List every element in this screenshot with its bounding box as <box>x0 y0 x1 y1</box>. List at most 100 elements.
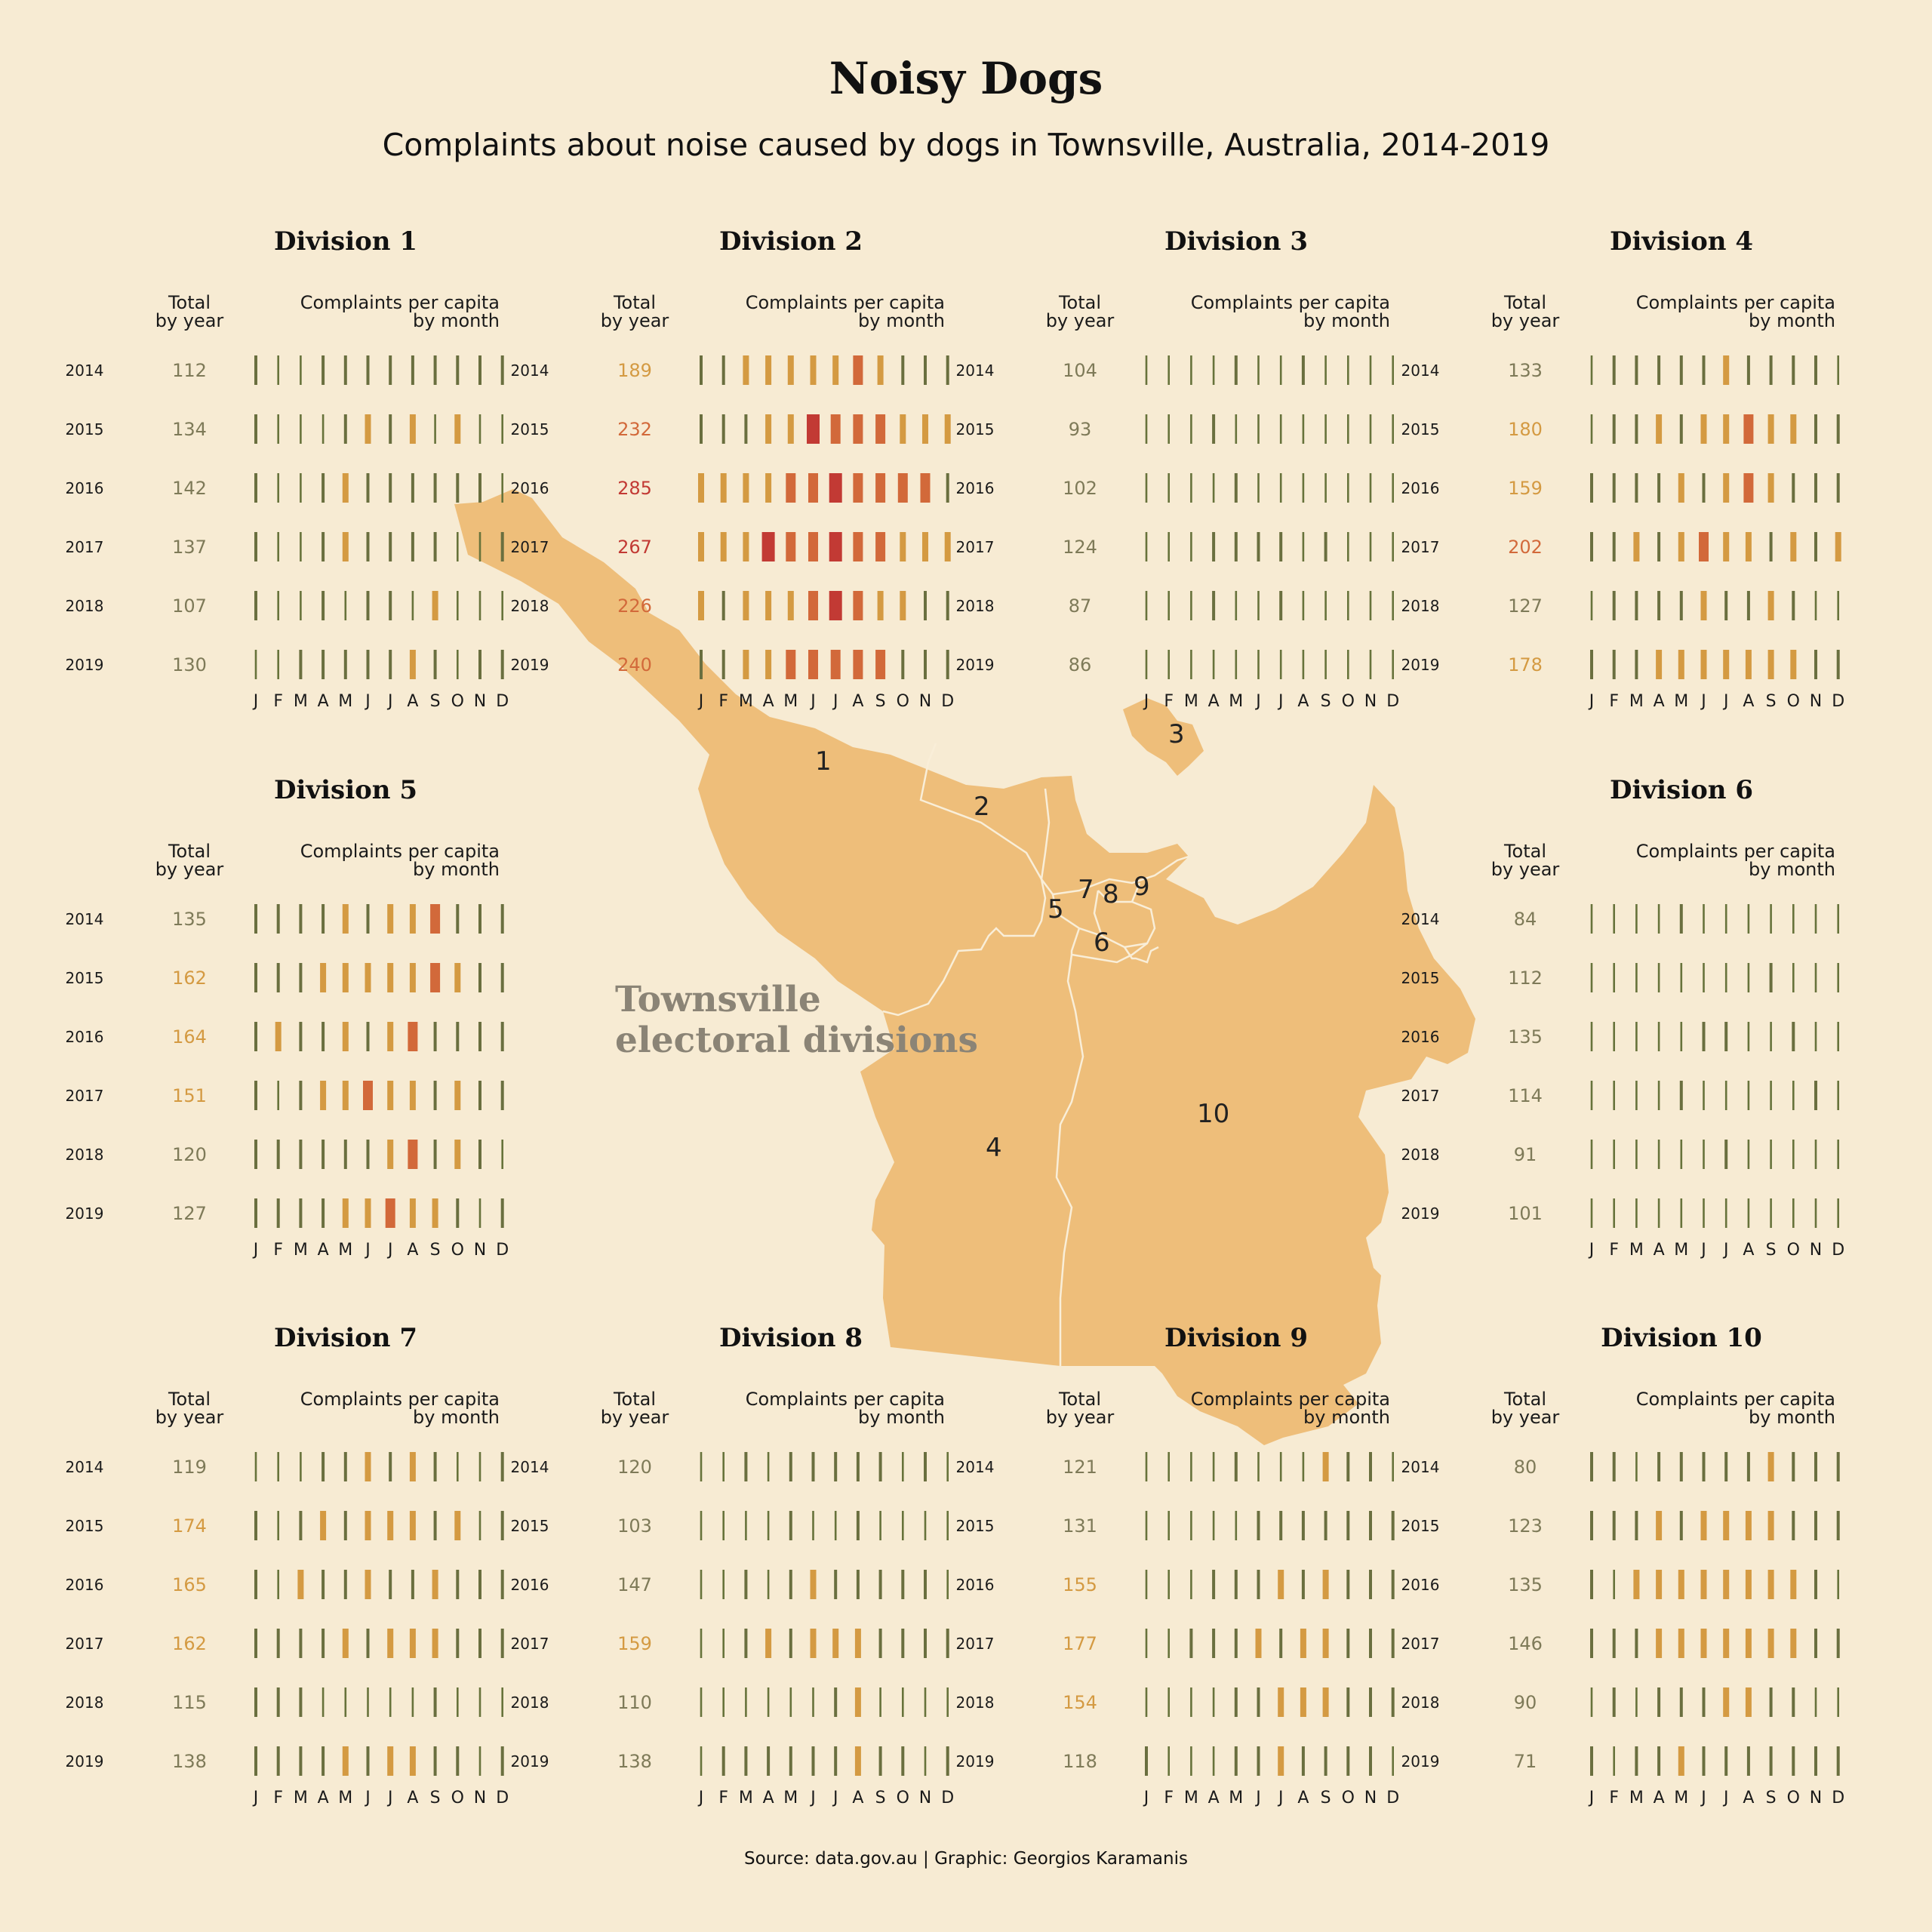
division-5-bar <box>432 1198 438 1228</box>
division-1-bar <box>321 591 325 620</box>
division-2-bar <box>808 591 818 620</box>
division-10-bar <box>1814 1687 1817 1717</box>
division-1-bar <box>321 355 325 385</box>
division-3-bar <box>1257 532 1260 561</box>
division-1-bar <box>321 473 325 503</box>
division-1-bar <box>343 355 347 385</box>
division-3-bar <box>1369 355 1372 385</box>
division-4-bar <box>1767 473 1774 503</box>
division-1-total-value: 142 <box>172 478 207 499</box>
division-8-month-label: D <box>941 1789 954 1807</box>
division-2-bar <box>946 650 949 679</box>
division-9-bar <box>1168 1687 1170 1717</box>
division-6-month-label: M <box>1674 1241 1688 1260</box>
division-9-year-label: 2015 <box>956 1517 995 1535</box>
division-2-bar <box>830 650 841 679</box>
division-1-bar <box>411 591 414 620</box>
division-8-month-label: M <box>783 1789 798 1807</box>
division-1-bar <box>389 473 392 503</box>
division-7-bar <box>343 1452 347 1481</box>
division-5-bar <box>254 1081 257 1110</box>
division-5-bar <box>299 1022 303 1051</box>
division-2-month-label: A <box>852 692 863 711</box>
division-10-bar <box>1767 1511 1774 1540</box>
division-6-month-label: J <box>1722 1241 1729 1260</box>
division-9-bar <box>1189 1629 1193 1658</box>
division-5-bar <box>387 963 394 992</box>
division-10-bar <box>1745 1570 1752 1599</box>
division-10-month-label: J <box>1722 1789 1729 1807</box>
division-4-bar <box>1790 650 1797 679</box>
division-6-total-value: 112 <box>1508 968 1543 989</box>
division-10-bar <box>1790 1629 1797 1658</box>
division-7-bar <box>320 1511 327 1540</box>
division-7-bar <box>433 1511 437 1540</box>
division-10-year-label: 2016 <box>1401 1576 1440 1594</box>
division-7-bar <box>387 1746 394 1776</box>
division-7-year-label: 2015 <box>66 1517 104 1535</box>
division-4-bar <box>1792 355 1795 385</box>
division-1-header-total: Total <box>168 292 211 313</box>
division-9-month-label: O <box>1342 1789 1355 1807</box>
map-label: Townsville electoral divisions <box>615 980 978 1061</box>
division-7-month-label: D <box>496 1789 509 1807</box>
division-9-bar <box>1346 1746 1350 1776</box>
division-7-bar <box>409 1746 416 1776</box>
division-4-bar <box>1656 650 1663 679</box>
division-7-bar <box>387 1629 394 1658</box>
division-5-bar <box>478 1022 481 1051</box>
division-2-bar <box>810 355 817 385</box>
division-1-bar <box>366 532 370 561</box>
division-3-bar <box>1347 650 1349 679</box>
division-3-bar <box>1279 355 1282 385</box>
division-6-bar <box>1724 1198 1727 1228</box>
division-8-header-monthly: by month <box>858 1407 945 1428</box>
division-6-month-label: N <box>1810 1241 1822 1260</box>
division-10-bar <box>1792 1746 1795 1776</box>
division-1-bar <box>365 414 371 444</box>
division-2-total-value: 189 <box>617 360 652 381</box>
division-10-bar <box>1767 1570 1774 1599</box>
division-10-bar <box>1612 1511 1616 1540</box>
division-3-bar <box>1190 650 1192 679</box>
division-5-bar <box>500 1081 504 1110</box>
division-7-header-monthly: by month <box>413 1407 500 1428</box>
division-10-bar <box>1590 1746 1593 1776</box>
division-4-bar <box>1657 473 1661 503</box>
division-3-bar <box>1235 650 1238 679</box>
division-6-bar <box>1613 1140 1615 1169</box>
division-4-bar <box>1699 532 1709 561</box>
division-8-total-value: 147 <box>617 1574 652 1595</box>
division-10-bar <box>1635 1629 1638 1658</box>
division-9-bar <box>1279 1629 1283 1658</box>
division-7-bar <box>389 1687 392 1717</box>
division-3-header-monthly: Complaints per capita <box>1191 292 1390 313</box>
division-7-bar <box>456 1746 460 1776</box>
division-1-bar <box>389 355 392 385</box>
division-3-bar <box>1392 591 1394 620</box>
division-7-bar <box>299 1746 303 1776</box>
map-island <box>1123 698 1204 776</box>
division-9-month-label: A <box>1297 1789 1309 1807</box>
division-7-month-label: S <box>430 1789 441 1807</box>
division-10-month-label: M <box>1629 1789 1644 1807</box>
division-8-year-label: 2015 <box>511 1517 549 1535</box>
division-7-bar <box>277 1570 279 1599</box>
division-10-bar <box>1679 1452 1683 1481</box>
division-2-bar <box>765 414 772 444</box>
division-2-header-monthly: by month <box>858 310 945 331</box>
division-8-bar <box>854 1629 861 1658</box>
division-7-total-value: 119 <box>172 1457 207 1478</box>
division-7-header-monthly: Complaints per capita <box>300 1389 500 1410</box>
division-2-bar <box>808 473 818 503</box>
division-8-bar <box>721 1746 725 1776</box>
division-3-total-value: 93 <box>1069 419 1092 440</box>
division-10-year-label: 2018 <box>1401 1694 1440 1712</box>
division-3-bar <box>1302 473 1305 503</box>
map-number-9: 9 <box>1134 872 1150 902</box>
division-2-bar <box>743 650 749 679</box>
division-8-bar <box>856 1570 860 1599</box>
map-number-5: 5 <box>1048 894 1064 924</box>
division-7-bar <box>254 1629 257 1658</box>
